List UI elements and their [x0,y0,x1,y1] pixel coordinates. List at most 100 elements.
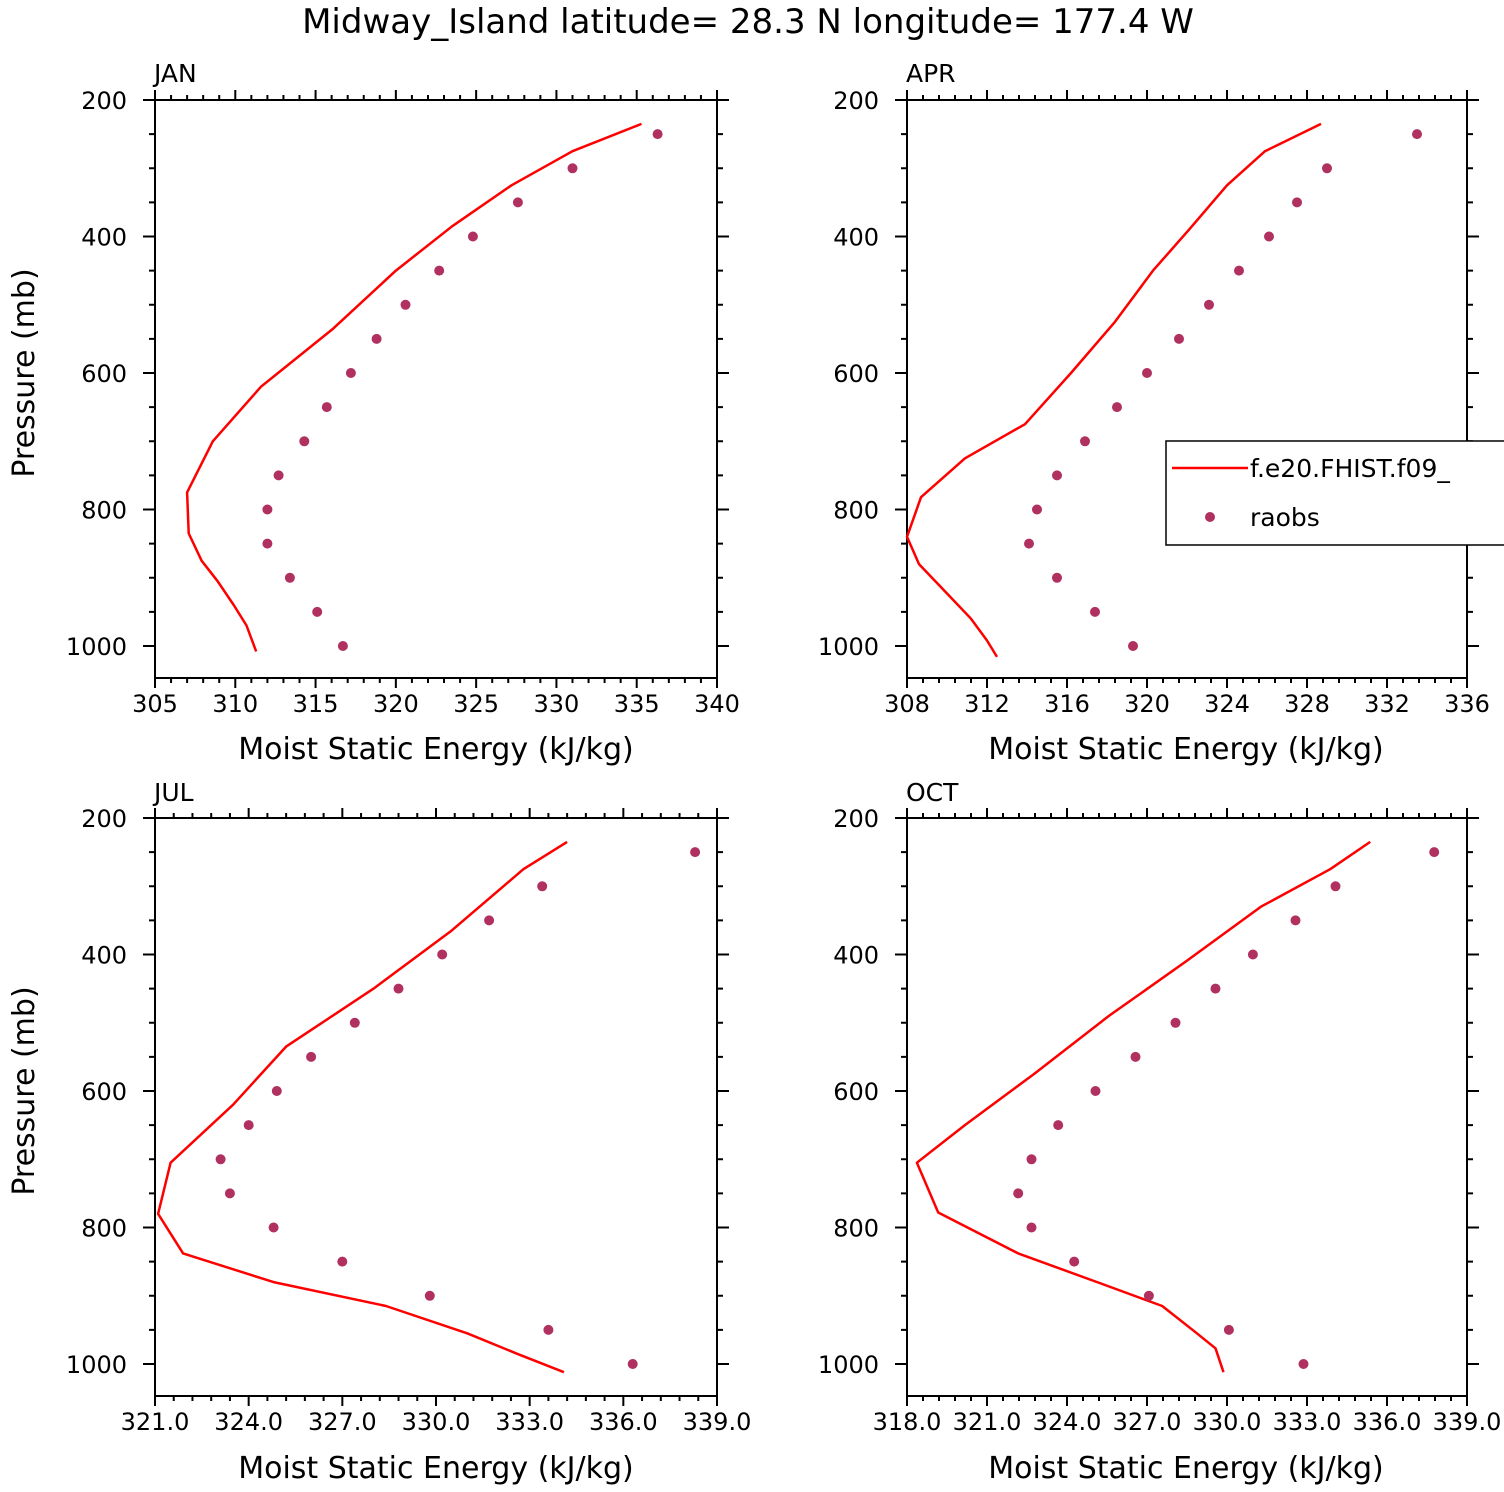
panel-apr: APR Moist Static Energy (kJ/kg) 308 312 31… [818,59,1490,767]
y-tick-label: 200 [833,87,879,115]
model-series-line [185,122,642,652]
y-tick-label: 800 [833,1215,879,1243]
obs-point [299,436,310,447]
legend-label-model: f.e20.FHIST.f09_ [1250,454,1450,483]
x-tick-label: 336.0 [1353,1408,1422,1436]
x-tick-label: 333.0 [1273,1408,1342,1436]
y-tick-label: 400 [833,942,879,970]
x-tick-label: 324.0 [1033,1408,1102,1436]
x-tick-label: 327.0 [1113,1408,1182,1436]
obs-point [1412,129,1422,140]
y-axis-title: Pressure (mb) [7,986,42,1195]
obs-point [1174,333,1184,344]
obs-point [1204,299,1214,310]
obs-point [273,470,284,481]
x-tick-label: 325 [453,690,499,718]
x-tick-label: 339.0 [683,1408,752,1436]
obs-point [467,231,478,242]
legend-box [1165,440,1504,546]
y-tick-label: 1000 [66,633,127,661]
obs-point [1032,504,1042,515]
obs-point [1429,847,1440,858]
obs-point [243,1120,254,1131]
obs-point [1322,163,1332,174]
panel-oct: OCT Moist Static Energy (kJ/kg) 318.0 321… [818,778,1501,1486]
x-axis-title: Moist Static Energy (kJ/kg) [238,732,634,767]
y-tick-label: 1000 [818,633,879,661]
obs-point [1128,641,1138,651]
obs-point [284,572,295,583]
obs-point [262,504,273,515]
x-tick-label: 332 [1364,690,1410,718]
obs-point [567,163,578,174]
x-tick-label: 330.0 [1193,1408,1262,1436]
obs-point [424,1290,435,1301]
legend-label-obs: raobs [1250,503,1320,532]
obs-point [306,1051,317,1062]
x-tick-label: 330 [534,690,580,718]
obs-point [215,1154,226,1165]
obs-point [312,606,323,617]
x-tick-label: 321.0 [121,1408,190,1436]
figure-title: Midway_Island latitude= 28.3 N longitude… [302,2,1194,42]
obs-point [1052,572,1062,583]
obs-point [537,881,548,892]
y-tick-label: 800 [81,1215,127,1243]
obs-point [484,915,495,926]
obs-point [1069,1256,1080,1267]
y-tick-label: 400 [81,224,127,252]
y-tick-label: 1000 [66,1351,127,1379]
obs-point [1080,436,1090,447]
y-tick-label: 1000 [818,1351,879,1379]
legend-marker-swatch [1205,512,1215,522]
x-tick-label: 305 [132,690,178,718]
x-tick-label: 324.0 [214,1408,283,1436]
obs-point [1170,1017,1181,1028]
panel-jul: JUL Moist Static Energy (kJ/kg) Pressure… [7,778,751,1486]
plot-frame [154,99,718,679]
x-tick-label: 330.0 [402,1408,471,1436]
x-tick-label: 333.0 [495,1408,564,1436]
obs-point [1290,915,1301,926]
obs-point [1024,538,1034,549]
x-tick-label: 327.0 [308,1408,377,1436]
x-axis-title: Moist Static Energy (kJ/kg) [988,732,1384,767]
x-tick-label: 320 [1124,690,1170,718]
panel-jan: JAN Moist Static Energy (kJ/kg) Pressure… [7,59,740,767]
obs-point [1292,197,1302,208]
obs-point [1090,606,1100,617]
obs-point [337,1256,348,1267]
y-tick-label: 600 [81,360,127,388]
obs-point [393,983,404,994]
obs-point [1053,1120,1064,1131]
x-tick-label: 336.0 [589,1408,658,1436]
plot-frame [154,817,718,1397]
x-tick-label: 324 [1204,690,1250,718]
x-axis-title: Moist Static Energy (kJ/kg) [238,1451,634,1486]
obs-point [1090,1086,1101,1096]
obs-point [1223,1324,1234,1335]
obs-point [1013,1188,1024,1199]
obs-point [271,1086,282,1096]
obs-point [434,265,445,276]
obs-point [1264,231,1274,242]
obs-point [627,1359,638,1369]
obs-point [437,949,448,960]
y-tick-label: 200 [81,87,127,115]
obs-point [1026,1154,1037,1165]
obs-point [1234,265,1244,276]
y-tick-label: 800 [833,497,879,525]
panel-label: JUL [152,778,194,807]
obs-point [1210,983,1221,994]
obs-point [1143,1290,1154,1301]
y-tick-label: 800 [81,497,127,525]
x-tick-label: 310 [212,690,258,718]
obs-point [345,368,356,378]
x-tick-label: 320 [373,690,419,718]
x-tick-label: 315 [293,690,339,718]
obs-point [652,129,663,140]
obs-point [543,1324,554,1335]
obs-point [690,847,701,858]
x-tick-label: 321.0 [953,1408,1022,1436]
